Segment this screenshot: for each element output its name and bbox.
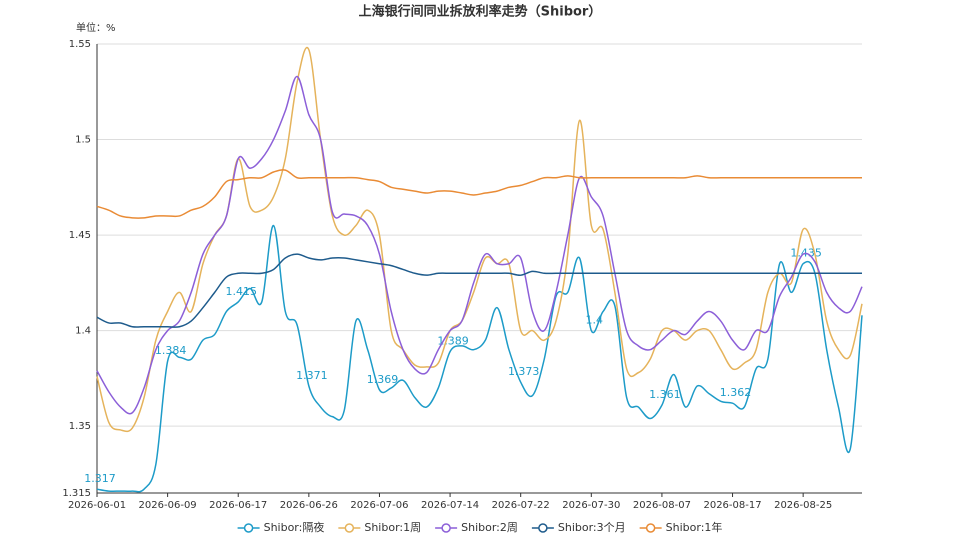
legend: Shibor:隔夜 Shibor:1周 Shibor:2周 Shibor:3个月 Shi… bbox=[237, 520, 723, 534]
series-line bbox=[96, 75, 863, 415]
data-label: 1.361 bbox=[649, 388, 681, 401]
x-tick-label: 2026-08-07 bbox=[633, 500, 691, 511]
legend-item: Shibor:2周 bbox=[435, 521, 518, 534]
x-tick-label: 2026-06-26 bbox=[280, 500, 338, 511]
data-label: 1.371 bbox=[296, 369, 328, 382]
series-line bbox=[96, 253, 862, 328]
legend-label: Shibor:3个月 bbox=[558, 521, 626, 534]
x-tick-label: 2026-08-17 bbox=[703, 500, 761, 511]
y-tick-label: 1.5 bbox=[75, 135, 91, 146]
legend-icon-marker bbox=[243, 523, 254, 533]
y-tick-label: 1.45 bbox=[69, 230, 91, 241]
data-label: 1.317 bbox=[84, 472, 116, 485]
data-label: 1.415 bbox=[225, 285, 257, 298]
y-tick-label: 1.35 bbox=[69, 421, 91, 432]
legend-icon-marker bbox=[441, 523, 451, 533]
data-label: 1.362 bbox=[720, 386, 752, 399]
series-line bbox=[96, 224, 863, 493]
x-tick-label: 2026-07-30 bbox=[562, 500, 620, 511]
legend-icon-marker bbox=[645, 523, 656, 533]
x-tick-label: 2026-07-06 bbox=[350, 500, 408, 511]
x-tick-label: 2026-06-09 bbox=[139, 500, 197, 511]
data-label: 1.389 bbox=[437, 335, 469, 348]
legend-item: Shibor:3个月 bbox=[531, 521, 626, 534]
chart-title: 上海银行间同业拆放利率走势（Shibor） bbox=[359, 4, 602, 20]
x-tick-label: 2026-06-01 bbox=[68, 500, 126, 511]
series-line bbox=[96, 169, 862, 219]
x-tick-label: 2026-08-25 bbox=[774, 500, 832, 511]
y-tick-label: 1.315 bbox=[62, 488, 91, 499]
data-label: 1.4 bbox=[586, 314, 604, 327]
legend-label: Shibor:1周 bbox=[364, 521, 421, 534]
x-tick-label: 2026-07-14 bbox=[421, 500, 479, 511]
legend-label: Shibor:隔夜 bbox=[264, 520, 325, 534]
legend-item: Shibor:1周 bbox=[338, 521, 421, 534]
legend-label: Shibor:2周 bbox=[461, 521, 518, 534]
data-label: 1.384 bbox=[155, 344, 187, 357]
legend-item: Shibor:隔夜 bbox=[237, 520, 325, 534]
legend-label: Shibor:1年 bbox=[666, 520, 723, 534]
y-tick-label: 1.4 bbox=[75, 326, 91, 337]
legend-icon-marker bbox=[538, 523, 548, 533]
data-label: 1.373 bbox=[508, 365, 540, 378]
legend-item: Shibor:1年 bbox=[639, 520, 723, 534]
legend-icon-marker bbox=[344, 523, 355, 533]
x-tick-label: 2026-06-17 bbox=[209, 500, 267, 511]
x-tick-label: 2026-07-22 bbox=[492, 500, 550, 511]
y-tick-label: 1.55 bbox=[69, 39, 91, 50]
unit-label: 单位：% bbox=[76, 21, 116, 34]
data-label: 1.369 bbox=[367, 373, 399, 386]
